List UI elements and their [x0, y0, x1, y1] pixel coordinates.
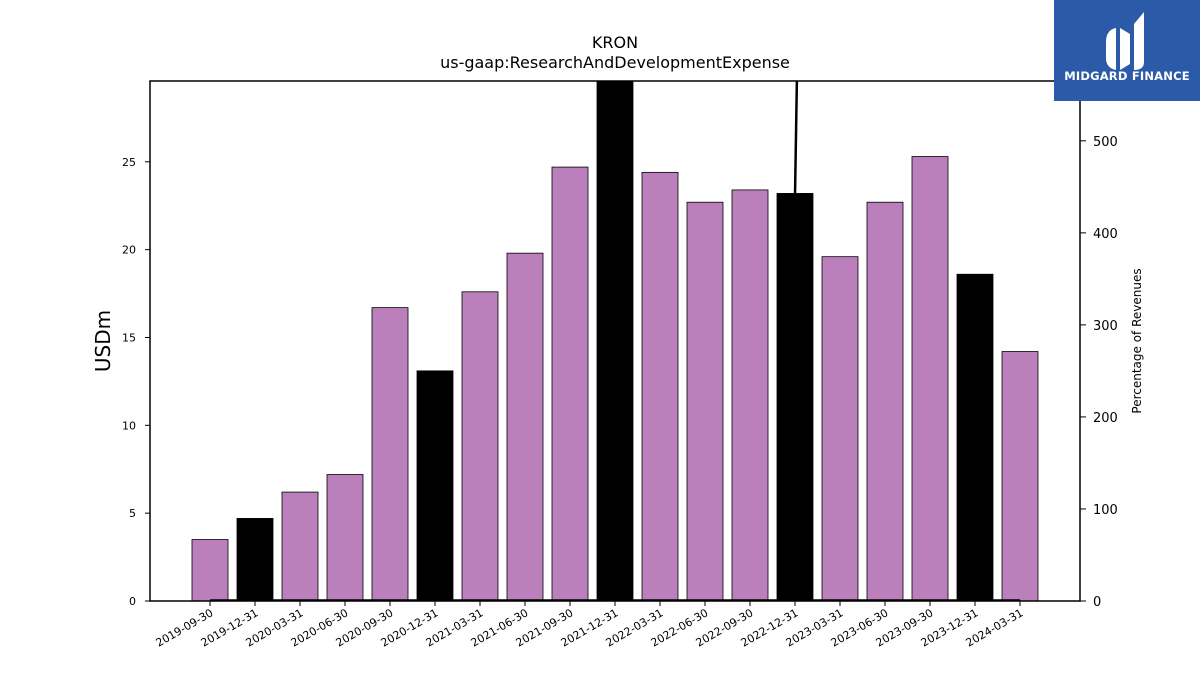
bar-2019-09-30	[191, 539, 229, 602]
bar-2021-09-30	[551, 166, 589, 602]
logo-text: MIDGARD FINANCE	[1064, 69, 1190, 83]
y-axis: 0 5 10 15 20 25	[122, 156, 150, 608]
bar-2020-09-30	[371, 307, 409, 602]
y2-tick-label: 400	[1093, 227, 1118, 242]
bar-2023-03-31	[821, 256, 859, 602]
y-tick-label: 10	[122, 419, 136, 432]
y-axis-label: USDm	[91, 310, 115, 372]
y-tick-label: 25	[122, 156, 136, 169]
y2-tick-label: 100	[1093, 503, 1118, 518]
bar-2021-12-31	[596, 80, 634, 602]
bar-2023-06-30	[866, 201, 904, 602]
bar-2021-06-30	[506, 252, 544, 602]
line-layer	[210, 81, 1020, 601]
x-axis: 2019-09-302019-12-312020-03-312020-06-30…	[154, 601, 1026, 650]
y2-tick-label: 300	[1093, 319, 1118, 334]
y2-tick-label: 500	[1093, 135, 1118, 150]
bar-2019-12-31	[236, 518, 274, 602]
bar-2024-03-31	[1001, 351, 1039, 602]
bar-2022-06-30	[686, 201, 724, 602]
bar-2022-09-30	[731, 189, 769, 602]
y-tick-label: 0	[129, 595, 136, 608]
bar-2020-03-31	[281, 491, 319, 602]
y2-axis-label: Percentage of Revenues	[1130, 268, 1144, 413]
chart-title: KRON	[592, 33, 638, 52]
y2-tick-label: 0	[1093, 595, 1101, 610]
y2-axis: 0 100 200 300 400 500	[1080, 135, 1118, 610]
bar-2023-09-30	[911, 156, 949, 602]
midgard-logo-icon	[1106, 12, 1144, 70]
bar-2022-12-31	[776, 193, 814, 602]
bar-2020-12-31	[416, 370, 454, 602]
bar-2022-03-31	[641, 171, 679, 602]
bar-2021-03-31	[461, 291, 499, 602]
y-tick-label: 5	[129, 507, 136, 520]
y-tick-label: 15	[122, 331, 136, 344]
bar-2023-12-31	[956, 273, 994, 602]
y-tick-label: 20	[122, 244, 136, 257]
bar-2020-06-30	[326, 474, 364, 602]
bars-group	[191, 80, 1039, 602]
chart-subtitle: us-gaap:ResearchAndDevelopmentExpense	[440, 53, 790, 72]
midgard-finance-logo: MIDGARD FINANCE	[1054, 0, 1200, 101]
y2-tick-label: 200	[1093, 411, 1118, 426]
percentage-line	[793, 81, 799, 197]
